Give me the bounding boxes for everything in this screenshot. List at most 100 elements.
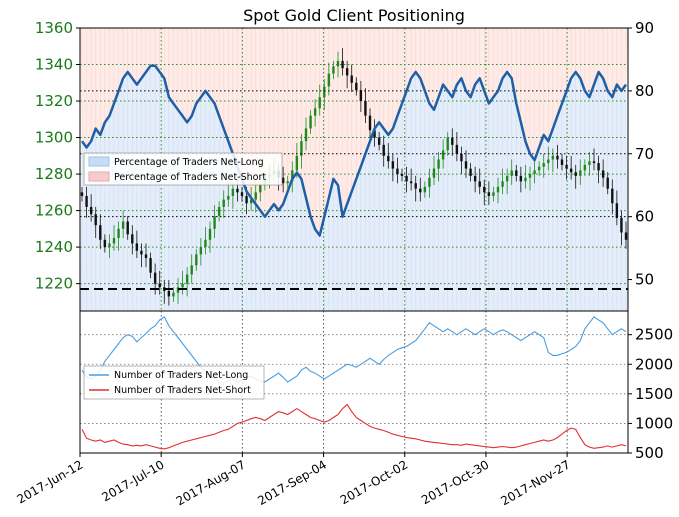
candle-body	[492, 192, 495, 196]
candle-body	[350, 75, 353, 83]
candle-body	[259, 185, 262, 193]
candle-body	[574, 172, 577, 176]
candle-body	[181, 283, 184, 288]
left-tick-label: 1340	[35, 56, 73, 74]
x-tick-label: 2017-Sep-04	[255, 457, 329, 508]
candle-body	[524, 177, 527, 182]
candle-body	[542, 163, 545, 167]
candle-body	[405, 175, 408, 182]
candle-body	[601, 170, 605, 178]
legend-top: Percentage of Traders Net-Long Percentag…	[83, 152, 283, 186]
candle-body	[213, 216, 216, 229]
right-tick-label: 80	[635, 82, 654, 100]
candle-body	[227, 195, 230, 200]
traders-net-short-line	[81, 403, 627, 450]
candle-body	[144, 254, 148, 259]
candle-body	[496, 186, 500, 193]
candle-body	[149, 258, 152, 273]
candle-body	[423, 186, 427, 193]
left-tick-label: 1300	[35, 129, 73, 147]
net-short-area	[80, 28, 628, 236]
candle-body	[364, 101, 367, 116]
candle-body	[345, 68, 349, 76]
candle-body	[519, 175, 523, 182]
candle-body	[199, 247, 203, 255]
candle-body	[204, 239, 207, 248]
candle-body	[327, 73, 331, 87]
candle-body	[419, 188, 422, 193]
candle-body	[446, 137, 449, 151]
candle-body	[537, 166, 541, 171]
candle-body	[131, 234, 134, 244]
left-tick-label: 1240	[35, 238, 73, 256]
candle-body	[103, 239, 107, 248]
candle-body	[332, 66, 335, 74]
candle-body	[437, 159, 440, 169]
candle-body	[355, 82, 358, 91]
candle-body	[547, 159, 550, 164]
candle-body	[313, 108, 317, 116]
candle-body	[153, 272, 157, 284]
candle-body	[528, 174, 532, 178]
candle-body	[217, 206, 221, 217]
legend-swatch-net-short	[88, 171, 110, 182]
candle-body	[588, 161, 591, 165]
candle-body	[336, 60, 340, 67]
candle-body	[400, 174, 404, 176]
candle-body	[455, 144, 459, 154]
candle-body	[565, 164, 568, 169]
x-tick-label: 2017-Oct-30	[419, 457, 491, 507]
x-tick-label: 2017-Jul-10	[99, 457, 166, 504]
right-tick-label: 90	[635, 19, 654, 37]
x-tick-label: 2017-Nov-27	[498, 457, 572, 508]
candle-body	[611, 188, 614, 204]
candle-body	[281, 177, 285, 184]
candle-body	[510, 170, 513, 176]
legend-label-count-short: Number of Traders Net-Short	[114, 385, 251, 396]
price-candles	[80, 48, 628, 306]
candle-body	[373, 130, 376, 138]
candle-body	[377, 137, 381, 145]
net-long-line-group	[80, 64, 628, 237]
bottom-panel-frame	[79, 310, 629, 454]
candle-body	[505, 175, 509, 182]
candle-body	[208, 228, 212, 240]
candle-body	[80, 192, 84, 196]
right-tick-label: 60	[635, 208, 654, 226]
candle-body	[560, 159, 564, 165]
candle-body	[167, 290, 171, 297]
candle-body	[460, 153, 463, 162]
candle-body	[592, 161, 596, 164]
trader-count-lines	[81, 316, 627, 450]
candle-body	[391, 161, 395, 169]
candle-body	[318, 97, 321, 109]
right-tick-label: 70	[635, 145, 654, 163]
candle-body	[85, 195, 88, 207]
candle-body	[478, 181, 481, 187]
candle-body	[309, 115, 312, 129]
candle-body	[94, 214, 97, 226]
right-axis-ticks-bottom: 500 1000 1500 2000 2500	[628, 326, 673, 462]
candle-body	[190, 265, 193, 275]
right-axis-ticks-top: 50 60 70 80 90	[628, 19, 654, 289]
candle-body	[341, 60, 344, 69]
x-tick-label: 2017-Aug-07	[174, 457, 248, 508]
candle-body	[254, 192, 257, 200]
candle-body	[172, 292, 175, 297]
traders-net-long-line	[81, 316, 627, 384]
x-tick-label: 2017-Oct-02	[338, 457, 410, 507]
candle-body	[195, 254, 198, 266]
candle-body	[620, 217, 623, 233]
candle-body	[387, 155, 390, 162]
candle-body	[487, 192, 491, 196]
candle-body	[359, 90, 363, 102]
chart-title: Spot Gold Client Positioning	[243, 6, 465, 25]
candle-body	[286, 181, 289, 184]
left-tick-label: 1280	[35, 165, 73, 183]
legend-top-box	[83, 152, 283, 186]
legend-label-net-short: Percentage of Traders Net-Short	[114, 172, 266, 183]
right-tick-label: 50	[635, 271, 654, 289]
candle-body	[483, 186, 486, 193]
